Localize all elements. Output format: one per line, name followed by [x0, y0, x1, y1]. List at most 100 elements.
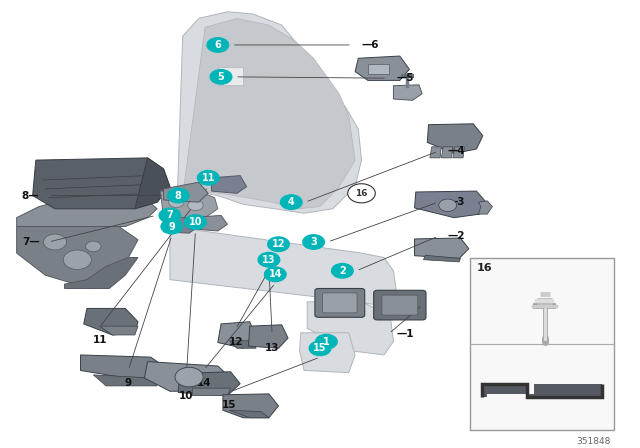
Circle shape: [161, 219, 183, 234]
Text: 3: 3: [310, 237, 317, 247]
Polygon shape: [65, 258, 138, 289]
Circle shape: [331, 263, 354, 279]
Text: —5: —5: [397, 73, 414, 83]
Circle shape: [188, 200, 203, 211]
Text: —2: —2: [448, 231, 465, 241]
Text: 10: 10: [179, 391, 193, 401]
Polygon shape: [355, 56, 410, 80]
Circle shape: [315, 334, 338, 349]
Polygon shape: [415, 238, 468, 258]
Text: 8: 8: [175, 190, 182, 201]
Polygon shape: [135, 158, 170, 209]
Text: 1: 1: [323, 336, 330, 347]
Polygon shape: [81, 355, 167, 378]
Circle shape: [167, 188, 189, 203]
Circle shape: [439, 199, 457, 211]
Text: 15: 15: [222, 400, 237, 410]
Circle shape: [44, 234, 67, 250]
FancyBboxPatch shape: [374, 290, 426, 320]
Polygon shape: [189, 215, 227, 231]
Text: 5: 5: [218, 72, 225, 82]
Text: 4: 4: [288, 197, 294, 207]
Polygon shape: [164, 218, 198, 233]
Text: 11: 11: [92, 335, 107, 345]
Text: 15: 15: [313, 343, 327, 353]
Text: —3: —3: [448, 197, 465, 207]
Text: 9: 9: [168, 221, 175, 232]
Text: 12: 12: [228, 337, 243, 347]
Polygon shape: [248, 325, 288, 348]
Polygon shape: [93, 375, 157, 386]
Text: —4: —4: [448, 146, 465, 156]
Polygon shape: [192, 388, 230, 396]
Polygon shape: [415, 191, 486, 218]
Circle shape: [169, 197, 184, 207]
Polygon shape: [424, 255, 461, 262]
Circle shape: [267, 236, 290, 252]
Circle shape: [209, 69, 232, 85]
Polygon shape: [394, 85, 422, 100]
Circle shape: [280, 194, 303, 210]
Polygon shape: [182, 18, 355, 209]
Polygon shape: [161, 191, 218, 220]
Polygon shape: [178, 372, 240, 396]
Text: 7—: 7—: [22, 237, 40, 247]
Polygon shape: [100, 326, 138, 335]
Circle shape: [348, 184, 375, 203]
Polygon shape: [453, 147, 465, 158]
Polygon shape: [223, 394, 278, 418]
Polygon shape: [428, 124, 483, 154]
Circle shape: [86, 241, 101, 252]
Text: 10: 10: [189, 217, 202, 227]
Polygon shape: [170, 12, 362, 227]
Polygon shape: [300, 333, 355, 373]
FancyBboxPatch shape: [315, 289, 365, 317]
Circle shape: [159, 207, 181, 224]
Polygon shape: [481, 383, 602, 397]
Circle shape: [302, 234, 325, 250]
Polygon shape: [211, 176, 246, 193]
Polygon shape: [442, 147, 453, 158]
Polygon shape: [229, 341, 256, 348]
Text: 14: 14: [196, 378, 211, 388]
Text: 6: 6: [214, 40, 221, 50]
Polygon shape: [164, 182, 208, 202]
Text: 2: 2: [339, 266, 346, 276]
Circle shape: [257, 252, 280, 268]
Circle shape: [63, 250, 92, 269]
Polygon shape: [218, 67, 243, 85]
Polygon shape: [17, 227, 138, 289]
Polygon shape: [33, 158, 170, 209]
FancyBboxPatch shape: [323, 293, 357, 313]
Circle shape: [196, 170, 220, 186]
Polygon shape: [17, 193, 157, 227]
Circle shape: [264, 267, 287, 282]
FancyBboxPatch shape: [382, 295, 418, 315]
Polygon shape: [218, 322, 256, 348]
Text: 9: 9: [125, 378, 132, 388]
Text: —6: —6: [362, 40, 379, 50]
Circle shape: [184, 214, 207, 230]
Polygon shape: [145, 362, 230, 391]
FancyBboxPatch shape: [470, 258, 614, 430]
Polygon shape: [170, 227, 397, 306]
Text: 16: 16: [476, 263, 492, 273]
Circle shape: [206, 37, 229, 53]
Text: 14: 14: [269, 269, 282, 280]
Text: 351848: 351848: [576, 437, 611, 446]
Text: —1: —1: [397, 329, 414, 339]
Circle shape: [308, 340, 332, 356]
Text: 7: 7: [166, 211, 173, 220]
Text: 12: 12: [272, 239, 285, 249]
Text: 8—: 8—: [22, 190, 39, 201]
Text: 13: 13: [262, 255, 276, 265]
Text: 11: 11: [202, 173, 215, 183]
Text: 13: 13: [265, 343, 279, 353]
Polygon shape: [430, 147, 442, 158]
Polygon shape: [307, 302, 394, 355]
Polygon shape: [229, 410, 269, 418]
Polygon shape: [84, 308, 138, 335]
Polygon shape: [368, 64, 389, 74]
Text: 16: 16: [355, 189, 368, 198]
Polygon shape: [478, 201, 492, 214]
